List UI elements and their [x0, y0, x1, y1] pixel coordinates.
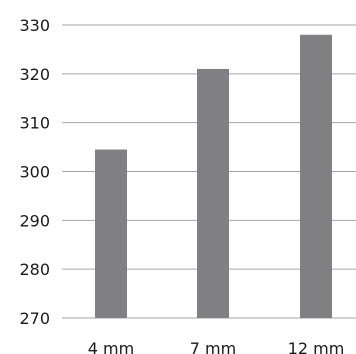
- y-tick-label: 290: [19, 211, 50, 230]
- x-tick-label: 12 mm: [288, 339, 345, 354]
- y-tick-label: 280: [19, 260, 50, 279]
- x-tick-label: 4 mm: [88, 339, 134, 354]
- bar: [95, 149, 127, 318]
- y-tick-label: 270: [19, 309, 50, 328]
- x-tick-label: 7 mm: [190, 339, 236, 354]
- y-axis-ticks: 270 280 290 300 310 320 330: [19, 16, 50, 328]
- y-tick-label: 320: [19, 65, 50, 84]
- y-tick-label: 300: [19, 163, 50, 182]
- bar: [197, 68, 229, 318]
- y-tick-label: 330: [19, 16, 50, 35]
- x-axis-ticks: 4 mm 7 mm 12 mm: [88, 339, 345, 354]
- bar: [300, 34, 332, 319]
- bars: [95, 34, 332, 319]
- y-tick-label: 310: [19, 114, 50, 133]
